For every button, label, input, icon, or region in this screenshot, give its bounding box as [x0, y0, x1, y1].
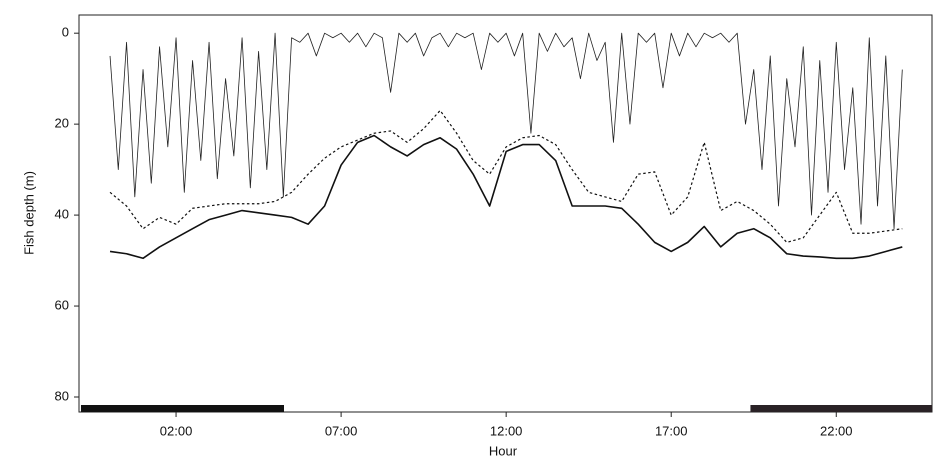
night-bar [750, 405, 932, 412]
series-line [109, 134, 903, 260]
x-tick-label: 02:00 [160, 423, 193, 438]
x-tick-label: 17:00 [655, 423, 688, 438]
plot-frame [78, 14, 933, 413]
y-tick-label: 60 [55, 297, 69, 312]
x-tick-label: 12:00 [490, 423, 523, 438]
x-axis-label: Hour [489, 443, 518, 458]
y-tick-label: 80 [55, 388, 69, 403]
night-bar [80, 405, 284, 412]
x-tick-label: 22:00 [820, 423, 853, 438]
x-tick-label: 07:00 [325, 423, 358, 438]
y-axis-label: Fish depth (m) [21, 171, 36, 255]
y-tick-label: 40 [55, 207, 69, 222]
y-tick-label: 0 [62, 25, 69, 40]
y-tick-label: 20 [55, 116, 69, 131]
series-line [109, 109, 903, 243]
series-line [109, 32, 903, 230]
